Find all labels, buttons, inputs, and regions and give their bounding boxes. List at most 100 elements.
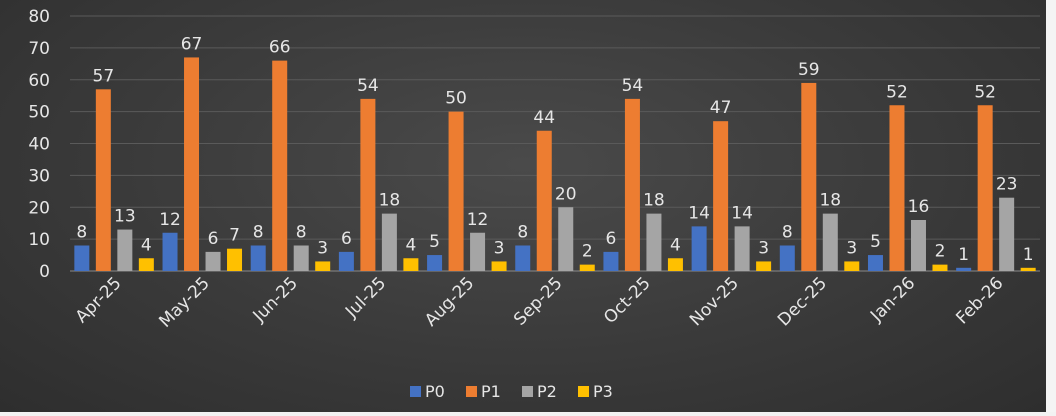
bar-p2 <box>205 251 221 271</box>
x-tick-label: Apr-25 <box>72 273 126 327</box>
data-label: 1 <box>1023 245 1034 265</box>
y-tick-label: 70 <box>28 39 50 59</box>
bar-p2 <box>293 245 309 271</box>
data-label: 59 <box>798 60 820 80</box>
y-tick-label: 60 <box>28 71 50 91</box>
y-tick-label: 20 <box>28 198 50 218</box>
x-tick-label: Jun-25 <box>249 273 302 326</box>
x-tick-label: Feb-26 <box>952 273 1007 328</box>
data-label: 5 <box>870 232 881 252</box>
bar-p3 <box>932 264 948 271</box>
bar-p0 <box>74 245 90 271</box>
data-label: 50 <box>445 89 467 109</box>
y-tick-label: 10 <box>28 230 50 250</box>
bar-p1 <box>360 98 376 271</box>
data-label: 52 <box>886 82 908 102</box>
data-label: 4 <box>141 235 152 255</box>
data-label: 18 <box>379 191 401 211</box>
data-label: 2 <box>935 242 946 262</box>
data-label: 8 <box>253 223 264 243</box>
data-label: 14 <box>688 203 710 223</box>
data-label: 54 <box>357 76 379 96</box>
bar-p2 <box>470 232 486 271</box>
bars <box>74 57 1036 271</box>
x-axis-ticks: Apr-25 May-25 Jun-25 Jul-25 Aug-25 Sep-25 Oct-… <box>72 273 1008 331</box>
bar-p1 <box>448 111 464 271</box>
legend-swatch-p1 <box>466 386 477 397</box>
data-label: 20 <box>555 184 577 204</box>
data-label: 4 <box>405 235 416 255</box>
bar-p1 <box>801 82 817 271</box>
bar-p2 <box>558 207 574 271</box>
data-label: 1 <box>958 245 969 265</box>
bar-p3 <box>403 258 419 271</box>
bar-p1 <box>536 130 552 271</box>
bar-p2 <box>822 213 838 271</box>
bar-p0 <box>250 245 266 271</box>
legend-label-p1: P1 <box>481 382 501 401</box>
bar-p1 <box>624 98 640 271</box>
bar-p3 <box>667 258 683 271</box>
bar-p0 <box>515 245 531 271</box>
data-label: 16 <box>908 197 930 217</box>
data-label: 23 <box>996 175 1018 195</box>
bar-p2 <box>910 220 926 271</box>
legend-label-p3: P3 <box>593 382 613 401</box>
data-label: 3 <box>494 238 505 258</box>
data-label: 6 <box>208 229 219 249</box>
data-label: 18 <box>819 191 841 211</box>
data-label: 47 <box>710 98 732 118</box>
bar-p3 <box>491 261 507 271</box>
data-label: 5 <box>429 232 440 252</box>
bar-p3 <box>844 261 860 271</box>
bar-p3 <box>579 264 595 271</box>
bar-p1 <box>977 105 993 271</box>
data-label: 67 <box>181 34 203 54</box>
data-label: 13 <box>114 207 136 227</box>
x-tick-label: Jan-26 <box>866 273 919 326</box>
bar-p2 <box>734 226 750 271</box>
data-label: 14 <box>731 203 753 223</box>
bar-p3 <box>756 261 772 271</box>
y-tick-label: 40 <box>28 135 50 155</box>
y-tick-label: 80 <box>28 7 50 27</box>
bar-p2 <box>999 197 1015 271</box>
y-axis-ticks: 0 10 20 30 40 50 60 70 80 <box>28 7 50 282</box>
bar-p1 <box>889 105 905 271</box>
legend-label-p2: P2 <box>537 382 557 401</box>
data-label: 3 <box>758 238 769 258</box>
y-tick-label: 0 <box>39 262 50 282</box>
data-label: 18 <box>643 191 665 211</box>
data-label: 3 <box>846 238 857 258</box>
bar-p0 <box>691 226 707 271</box>
bar-p0 <box>956 267 972 271</box>
x-tick-label: Dec-25 <box>774 273 831 330</box>
bar-p2 <box>646 213 662 271</box>
data-label: 8 <box>76 223 87 243</box>
bar-p0 <box>867 255 883 271</box>
x-tick-label: Oct-25 <box>600 273 655 328</box>
bar-p3 <box>227 248 243 271</box>
side-strip <box>1046 0 1056 412</box>
data-label: 4 <box>670 235 681 255</box>
bar-p1 <box>713 121 729 271</box>
data-label: 12 <box>159 210 181 230</box>
data-label: 8 <box>517 223 528 243</box>
x-tick-label: May-25 <box>155 273 213 331</box>
data-label: 52 <box>974 82 996 102</box>
gridlines <box>70 15 1040 272</box>
legend-swatch-p0 <box>410 386 421 397</box>
bar-p3 <box>1020 267 1036 271</box>
bar-p2 <box>381 213 397 271</box>
data-label: 3 <box>317 238 328 258</box>
y-tick-label: 50 <box>28 103 50 123</box>
data-label: 2 <box>582 242 593 262</box>
x-tick-label: Jul-25 <box>341 273 390 322</box>
data-label: 8 <box>296 223 307 243</box>
legend-swatch-p2 <box>522 386 533 397</box>
data-label: 57 <box>93 66 115 86</box>
data-label: 8 <box>782 223 793 243</box>
